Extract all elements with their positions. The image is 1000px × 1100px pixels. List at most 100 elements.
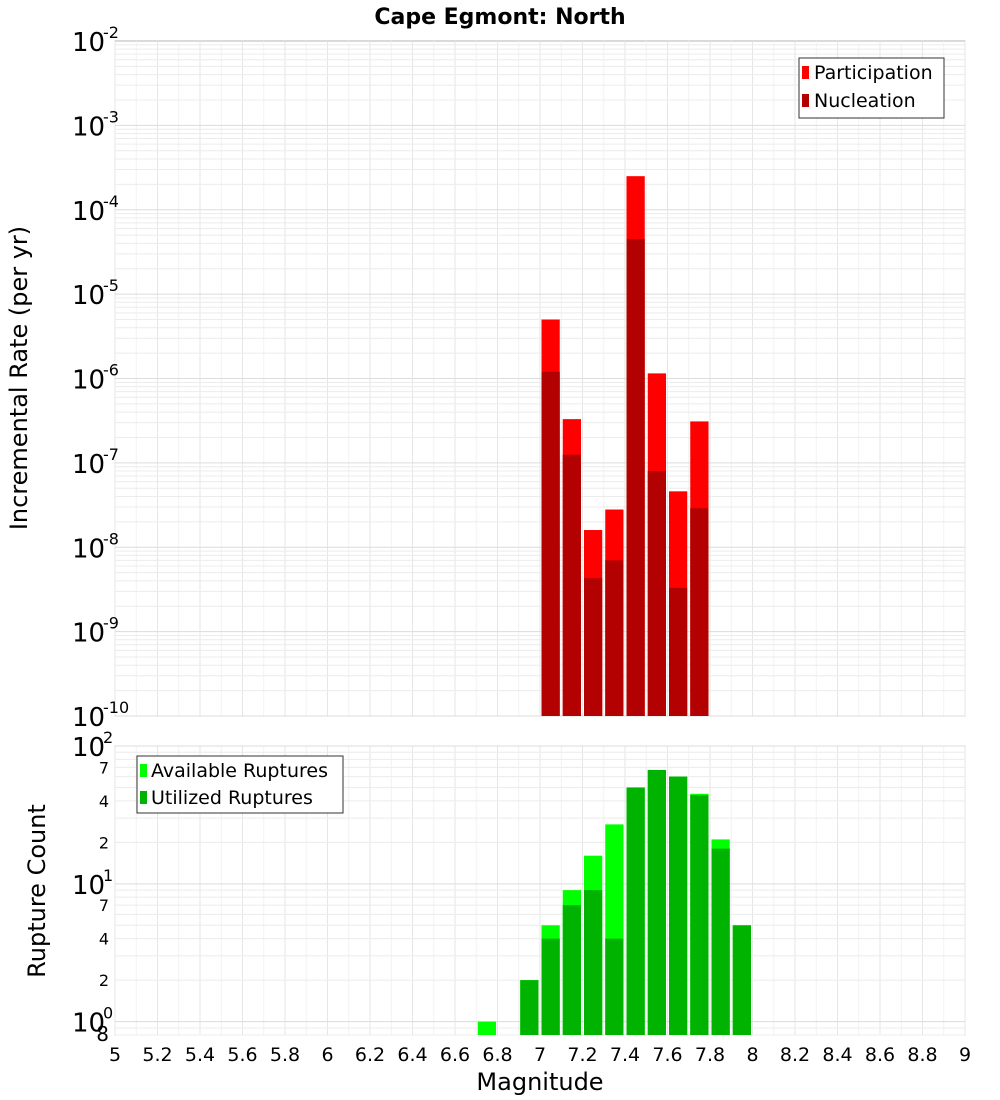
nucleation-bar	[584, 578, 603, 716]
svg-text:-6: -6	[103, 361, 119, 380]
nucleation-legend-label: Nucleation	[814, 90, 916, 112]
nucleation-bar	[541, 371, 560, 716]
svg-text:10: 10	[72, 1009, 105, 1039]
svg-text:-2: -2	[103, 23, 119, 42]
svg-text:10: 10	[72, 28, 105, 58]
magnitude-x-tick-label: 5.8	[270, 1044, 300, 1066]
magnitude-x-tick-label: 6	[321, 1044, 333, 1066]
rate-bars	[541, 176, 709, 716]
rupture-y-minor-tick-label: 8	[96, 1022, 109, 1046]
svg-text:10: 10	[72, 871, 105, 901]
magnitude-x-tick-labels: 5 5.2 5.4 5.6 5.8 6 6.2 6.4 6.6 6.8 7 7.2 7.4 7.6 7.8 8…	[109, 1044, 971, 1066]
rupture-y-minor-tick-label: 2	[99, 833, 109, 852]
rate-y-tick-label: 10-7	[72, 445, 119, 480]
magnitude-x-tick-label: 8	[746, 1044, 758, 1066]
svg-text:10: 10	[72, 619, 105, 649]
rupture-y-minor-tick-label: 7	[99, 758, 109, 777]
magnitude-x-tick-label: 6.6	[440, 1044, 470, 1066]
svg-text:-5: -5	[103, 276, 119, 295]
magnitude-x-tick-label: 5	[109, 1044, 121, 1066]
rate-y-tick-label: 10-6	[72, 361, 119, 396]
svg-text:0: 0	[103, 1004, 113, 1023]
available-ruptures-legend-swatch	[140, 764, 147, 777]
magnitude-x-tick-label: 7.6	[652, 1044, 682, 1066]
utilized-ruptures-bar	[520, 980, 539, 1035]
magnitude-x-tick-label: 8.6	[865, 1044, 895, 1066]
magnitude-x-tick-label: 7	[534, 1044, 546, 1066]
rupture-y-major-tick-label: 100	[72, 1004, 113, 1039]
utilized-ruptures-bar	[732, 925, 751, 1035]
available-ruptures-bar	[477, 1021, 496, 1035]
rupture-y-minor-tick-label: 7	[99, 896, 109, 915]
rupture-y-minor-tick-label: 2	[99, 971, 109, 990]
magnitude-x-tick-label: 5.6	[227, 1044, 257, 1066]
svg-text:10: 10	[72, 366, 105, 396]
magnitude-x-tick-label: 8.4	[822, 1044, 852, 1066]
svg-text:10: 10	[72, 112, 105, 142]
rupture-legend-box	[136, 755, 344, 814]
rate-y-tick-label: 10-9	[72, 614, 119, 649]
svg-text:-9: -9	[103, 614, 119, 633]
magnitude-x-tick-label: 6.4	[397, 1044, 427, 1066]
svg-text:-4: -4	[103, 192, 119, 211]
rate-y-tick-label: 10-8	[72, 529, 119, 564]
svg-text:-10: -10	[103, 698, 129, 717]
rupture-y-axis-label: Rupture Count	[23, 804, 51, 978]
magnitude-x-tick-label: 7.2	[567, 1044, 597, 1066]
participation-legend-label: Participation	[814, 62, 933, 84]
svg-text:1: 1	[103, 866, 113, 885]
magnitude-x-tick-label: 9	[959, 1044, 971, 1066]
rate-y-tick-label: 10-5	[72, 276, 119, 311]
magnitude-x-tick-label: 6.2	[355, 1044, 385, 1066]
rate-y-tick-label: 10-4	[72, 192, 119, 227]
svg-text:10: 10	[72, 703, 105, 733]
rupture-y-minor-tick-label: 4	[99, 792, 109, 811]
rate-y-tick-label: 10-10	[72, 698, 129, 733]
utilized-ruptures-bar	[690, 795, 709, 1035]
utilized-ruptures-bar	[584, 890, 603, 1035]
magnitude-x-tick-label: 8.2	[780, 1044, 810, 1066]
magnitude-x-tick-label: 5.2	[142, 1044, 172, 1066]
nucleation-bar	[626, 239, 645, 716]
svg-text:10: 10	[72, 197, 105, 227]
magnitude-x-tick-label: 8.8	[907, 1044, 937, 1066]
participation-legend-swatch	[802, 66, 809, 79]
nucleation-bar	[669, 587, 688, 716]
svg-text:-3: -3	[103, 107, 119, 126]
rate-legend-box	[798, 57, 945, 119]
nucleation-bar	[690, 508, 709, 716]
utilized-ruptures-bar	[669, 776, 688, 1035]
rate-y-tick-label: 10-2	[72, 23, 119, 58]
rate-gridlines	[114, 41, 966, 717]
utilized-ruptures-legend-label: Utilized Ruptures	[151, 787, 313, 809]
utilized-ruptures-bar	[562, 905, 581, 1035]
magnitude-x-tick-label: 5.4	[185, 1044, 215, 1066]
svg-text:10: 10	[72, 534, 105, 564]
svg-text:2: 2	[103, 728, 113, 747]
nucleation-bar	[562, 454, 581, 716]
rupture-y-minor-tick-label: 4	[99, 930, 109, 949]
utilized-ruptures-bar	[711, 848, 730, 1035]
nucleation-bar	[605, 560, 624, 716]
available-ruptures-legend-label: Available Ruptures	[151, 760, 328, 782]
x-axis-label: Magnitude	[476, 1068, 603, 1096]
rupture-y-major-tick-label: 102	[72, 728, 113, 763]
magnitude-x-tick-label: 6.8	[482, 1044, 512, 1066]
magnitude-x-tick-label: 7.4	[610, 1044, 640, 1066]
svg-text:10: 10	[72, 733, 105, 763]
magnitude-x-tick-label: 7.8	[695, 1044, 725, 1066]
rupture-bars	[477, 769, 751, 1035]
chart-title: Cape Egmont: North	[374, 5, 625, 30]
rupture-y-major-tick-label: 101	[72, 866, 113, 901]
nucleation-bar	[647, 471, 666, 716]
rupture-legend: Available Ruptures Utilized Ruptures	[136, 755, 344, 814]
utilized-ruptures-legend-swatch	[140, 791, 147, 804]
svg-text:10: 10	[72, 450, 105, 480]
rate-y-axis-label: Incremental Rate (per yr)	[5, 226, 33, 530]
rate-y-tick-label: 10-3	[72, 107, 119, 142]
